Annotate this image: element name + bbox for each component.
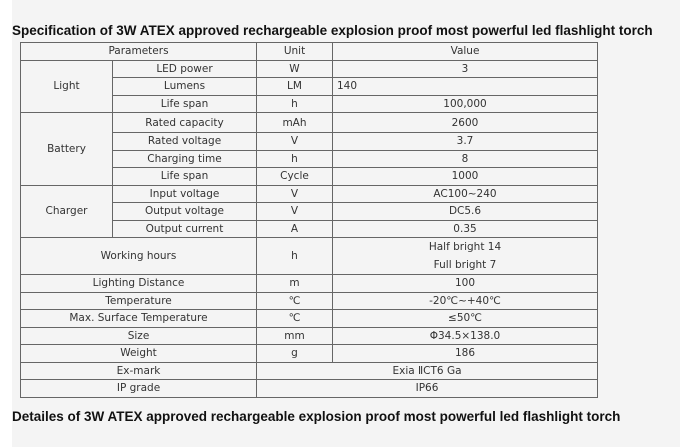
param: IP grade — [20, 379, 257, 398]
value: 3.7 — [332, 132, 598, 151]
table-row: IP grade IP66 — [20, 379, 598, 398]
value: AC100~240 — [332, 184, 598, 203]
value: Half bright 14 Full bright 7 — [332, 237, 598, 275]
table-row: Ex-mark Exia ⅡCT6 Ga — [20, 361, 598, 380]
spec-title: Specification of 3W ATEX approved rechar… — [12, 23, 653, 38]
param: Input voltage — [112, 184, 257, 203]
details-title: Detailes of 3W ATEX approved rechargeabl… — [12, 409, 621, 424]
value: DC5.6 — [332, 202, 598, 221]
unit: h — [256, 94, 333, 113]
value: 2600 — [332, 112, 598, 133]
value: 186 — [332, 344, 598, 363]
value-half: Half bright 14 — [428, 241, 502, 253]
table-row: Battery Rated capacity mAh 2600 — [20, 112, 598, 186]
unit: LM — [256, 77, 333, 96]
param: Rated capacity — [112, 112, 257, 133]
param: Ex-mark — [20, 361, 257, 380]
value: 0.35 — [332, 219, 598, 238]
table-row: Temperature ℃ -20℃~+40℃ — [20, 291, 598, 310]
table-row: Life span Cycle 1000 — [21, 167, 598, 186]
value: 8 — [332, 149, 598, 168]
unit: ℃ — [256, 309, 333, 328]
param: Temperature — [20, 291, 257, 310]
value: -20℃~+40℃ — [332, 291, 598, 310]
param: LED power — [112, 59, 257, 78]
unit: V — [256, 184, 333, 203]
unit: m — [256, 274, 333, 293]
table-row: Lighting Distance m 100 — [20, 274, 598, 293]
unit: V — [256, 202, 333, 221]
value: Exia ⅡCT6 Ga — [256, 361, 598, 380]
header-parameters: Parameters — [20, 42, 257, 61]
param: Output voltage — [112, 202, 257, 221]
spec-table: Parameters Unit Value Light LED power W 3 Lum… — [20, 42, 598, 398]
unit: A — [256, 219, 333, 238]
table-row: Lumens LM 140 — [21, 77, 598, 96]
value: IP66 — [256, 379, 598, 398]
unit: mm — [256, 326, 333, 345]
param: Working hours — [20, 237, 257, 275]
unit: ℃ — [256, 291, 333, 310]
value: ≤50℃ — [332, 309, 598, 328]
table-row: Size mm Φ34.5×138.0 — [20, 326, 598, 345]
value: 100,000 — [332, 94, 598, 113]
unit: h — [256, 149, 333, 168]
table-row: Charger Input voltage V AC100~240 — [20, 184, 598, 238]
unit: h — [256, 237, 333, 275]
group-charger: Charger — [20, 184, 113, 238]
unit: V — [256, 132, 333, 151]
unit: Cycle — [256, 167, 333, 186]
value: 100 — [332, 274, 598, 293]
header-value: Value — [332, 42, 598, 61]
table-row: Charging time h 8 — [21, 149, 598, 168]
table-row: Light LED power W 3 — [20, 59, 598, 113]
unit: mAh — [256, 112, 333, 133]
table-row: Output current A 0.35 — [21, 219, 598, 238]
param: Life span — [112, 94, 257, 113]
param: Weight — [20, 344, 257, 363]
group-light: Light — [20, 59, 113, 113]
header-unit: Unit — [256, 42, 333, 61]
table-row: Working hours h Half bright 14 Full bright … — [20, 237, 598, 275]
table-header: Parameters Unit Value — [20, 42, 598, 61]
value: Φ34.5×138.0 — [332, 326, 598, 345]
param: Output current — [112, 219, 257, 238]
value: 3 — [332, 59, 598, 78]
table-row: Output voltage V DC5.6 — [21, 202, 598, 221]
table-row: Life span h 100,000 — [21, 94, 598, 113]
value: 140 — [332, 77, 598, 96]
param: Max. Surface Temperature — [20, 309, 257, 328]
value: 1000 — [332, 167, 598, 186]
param: Rated voltage — [112, 132, 257, 151]
group-battery: Battery — [20, 112, 113, 186]
table-row: Max. Surface Temperature ℃ ≤50℃ — [20, 309, 598, 328]
unit: W — [256, 59, 333, 78]
table-row: Weight g 186 — [20, 344, 598, 363]
unit: g — [256, 344, 333, 363]
param: Life span — [112, 167, 257, 186]
param: Lumens — [112, 77, 257, 96]
param: Size — [20, 326, 257, 345]
param: Charging time — [112, 149, 257, 168]
value-full: Full bright 7 — [433, 259, 497, 271]
param: Lighting Distance — [20, 274, 257, 293]
